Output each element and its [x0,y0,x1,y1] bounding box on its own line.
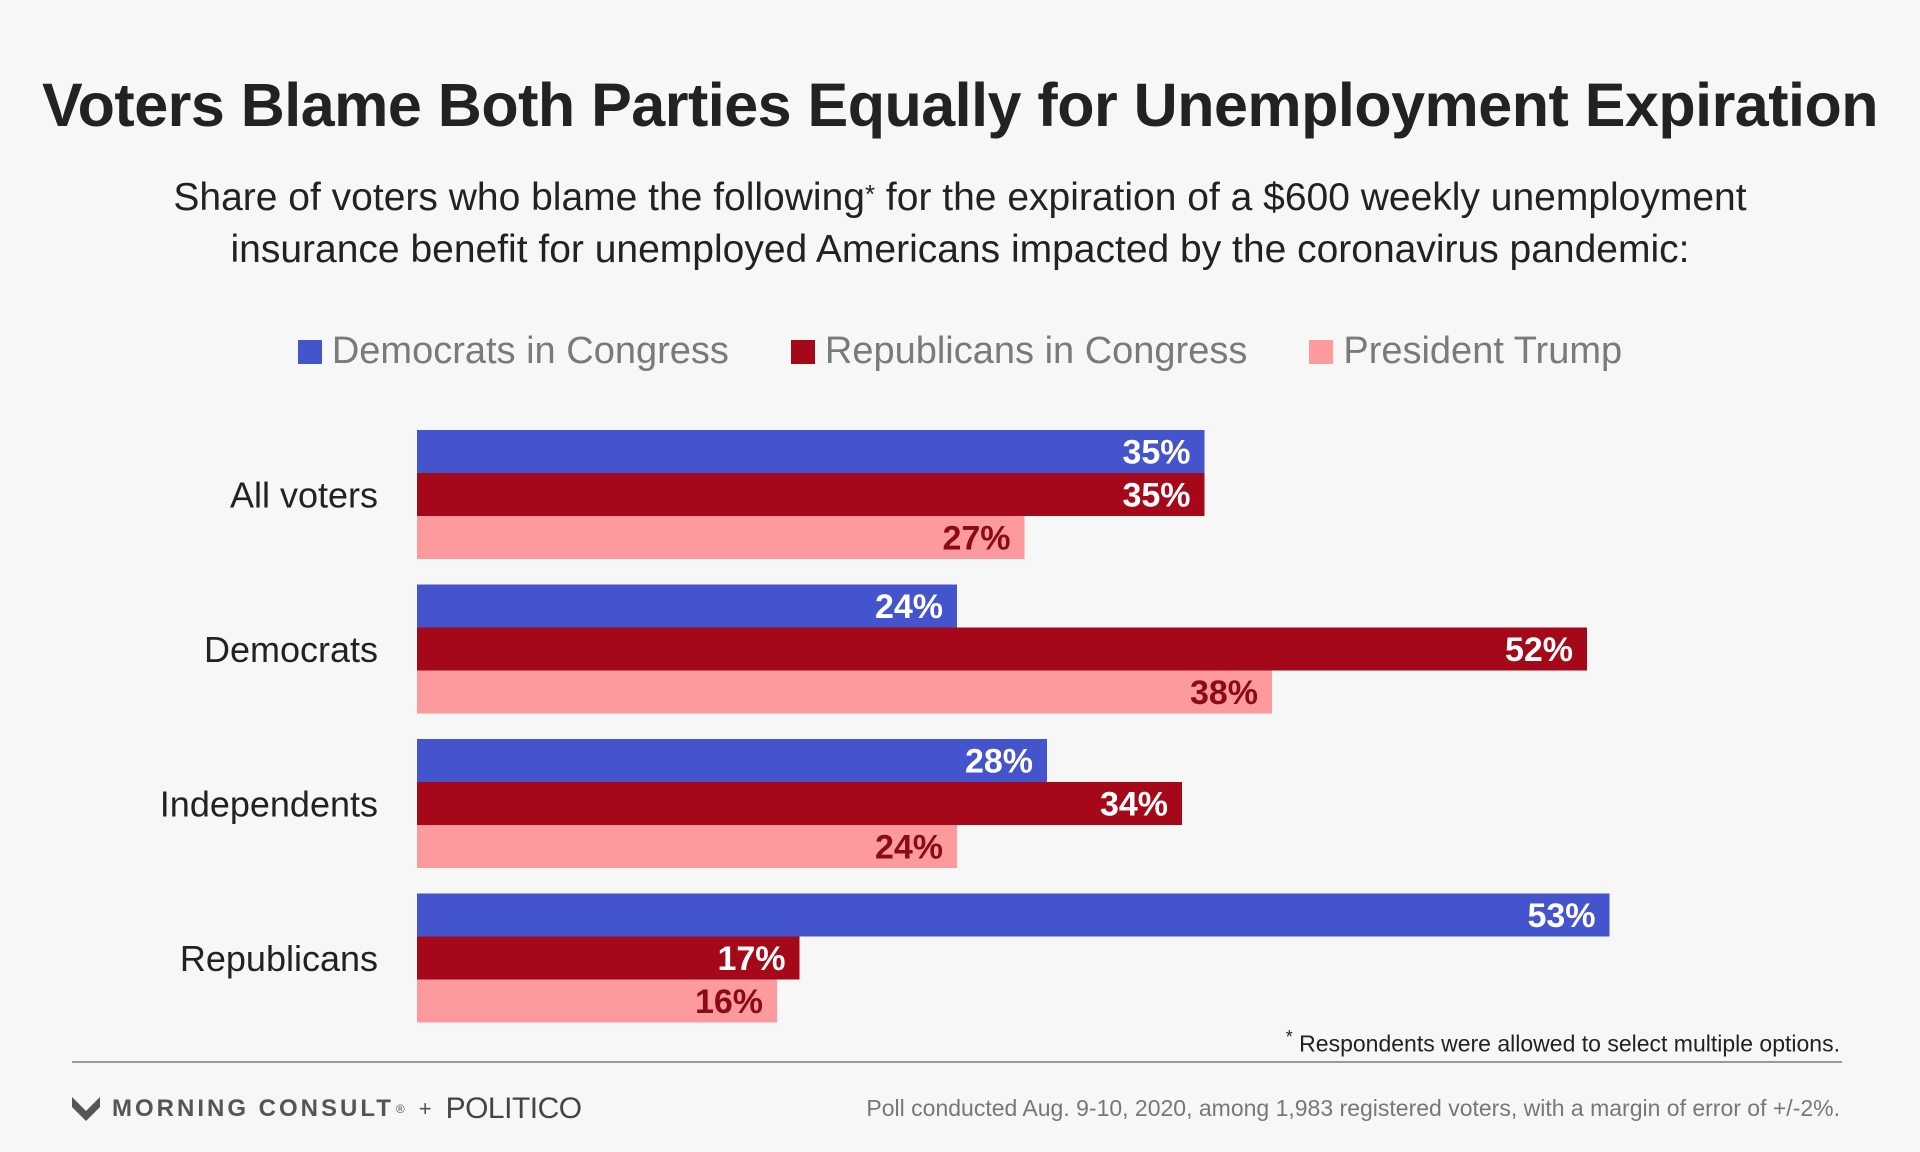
data-label: 38% [1190,674,1258,712]
category-label: Democrats [204,629,378,670]
subtitle-part1: Share of voters who blame the following [173,176,865,219]
footnote-text: Respondents were allowed to select multi… [1292,1030,1840,1057]
data-label: 53% [1527,897,1595,935]
data-label: 16% [695,983,763,1021]
data-label: 34% [1100,786,1168,824]
legend-label: President Trump [1343,330,1623,372]
bar [417,782,1182,825]
footnote-asterisk: * [1285,1027,1293,1047]
brand-plus: + [418,1096,432,1121]
morning-consult-logo-icon [72,1097,100,1121]
data-label: 28% [965,743,1033,781]
subtitle-asterisk: * [864,179,876,209]
bar [417,739,1047,782]
legend-label: Republicans in Congress [824,330,1248,372]
morning-consult-wordmark: MORNING CONSULT [112,1095,394,1122]
chart-subtitle: Share of voters who blame the following*… [160,172,1760,276]
legend-item: Republicans in Congress [790,330,1248,373]
data-label: 27% [942,520,1010,558]
legend-swatch [790,339,815,364]
source-note: Poll conducted Aug. 9-10, 2020, among 1,… [866,1095,1840,1121]
bar [417,430,1205,473]
legend: Democrats in Congress Republicans in Cong… [0,330,1920,373]
politico-wordmark: POLITICO [445,1092,583,1125]
legend-swatch [1309,339,1334,364]
legend-item: President Trump [1309,330,1622,373]
data-label: 24% [875,829,943,867]
bar [417,670,1272,714]
category-label: All voters [230,475,378,516]
bar [417,893,1610,937]
footnote: * Respondents were allowed to select mul… [1286,1027,1840,1058]
registered-mark: ® [395,1102,405,1116]
data-label: 24% [875,588,943,626]
data-label: 35% [1122,434,1190,472]
data-label: 17% [717,940,785,978]
bar [417,516,1025,559]
bar [417,825,957,868]
bar [417,936,800,980]
bar [417,627,1587,671]
data-label: 35% [1122,477,1190,515]
bar [417,979,777,1023]
category-label: Republicans [180,938,378,979]
legend-swatch [297,339,322,364]
footer-divider [72,1061,1842,1063]
bar [417,584,957,628]
subtitle-part2: for the expiration of a $600 weekly unem… [230,176,1747,271]
data-label: 52% [1505,631,1573,669]
legend-label: Democrats in Congress [331,330,729,372]
category-label: Independents [160,784,378,825]
legend-item: Democrats in Congress [297,330,729,373]
brand-logos: MORNING CONSULT ® + POLITICO [72,1092,582,1126]
chart-title: Voters Blame Both Parties Equally for Un… [41,71,1879,139]
bar [417,473,1205,516]
